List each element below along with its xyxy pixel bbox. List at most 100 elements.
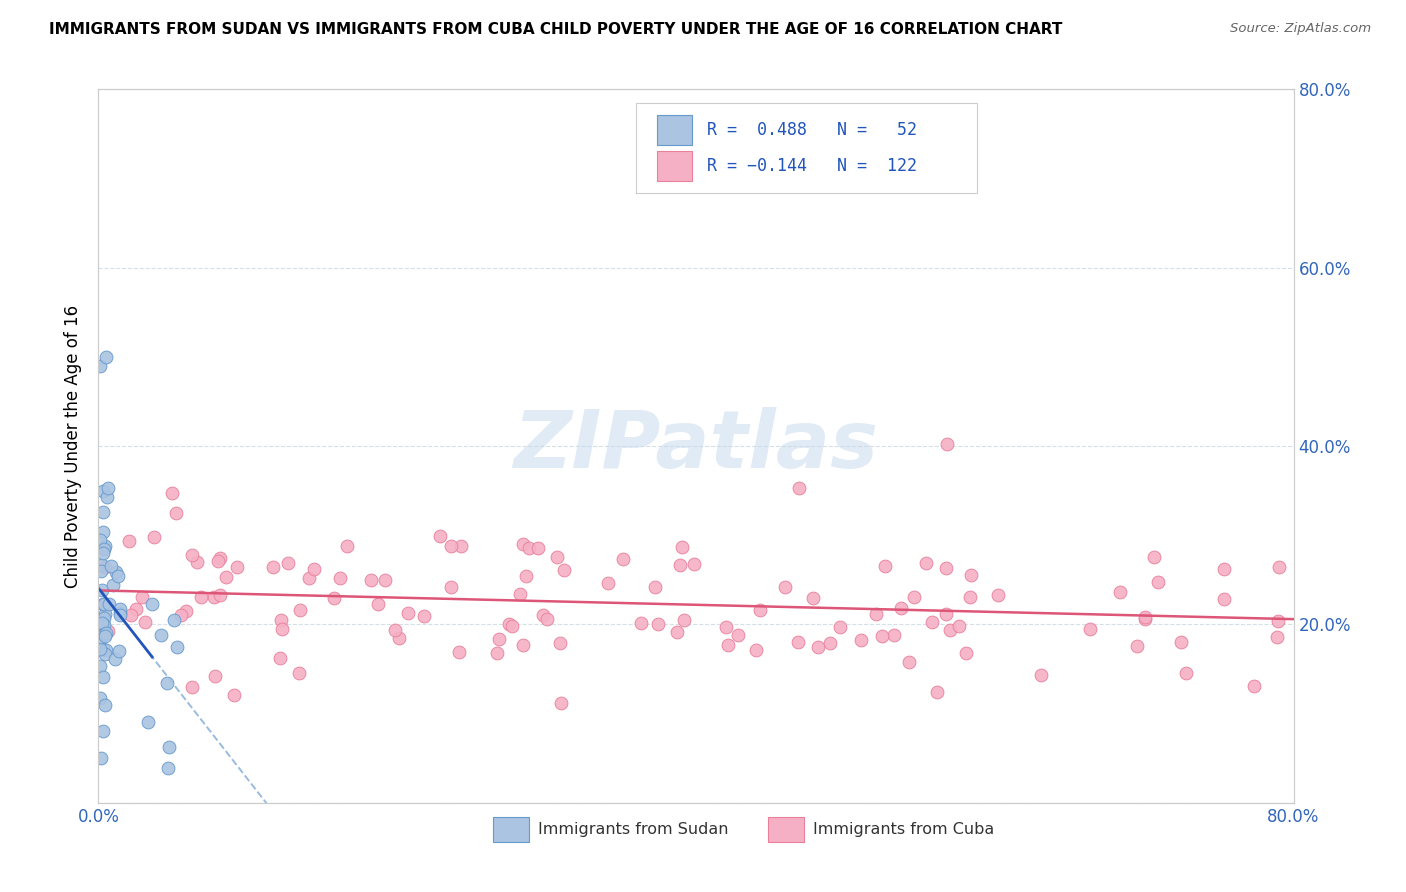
Point xyxy=(93,607,115,621)
Point xyxy=(209,588,232,602)
Point xyxy=(90,565,112,579)
Point xyxy=(329,571,352,585)
Point xyxy=(665,624,688,639)
Point xyxy=(207,554,229,568)
Text: R =  0.488   N =   52: R = 0.488 N = 52 xyxy=(707,121,917,139)
Point xyxy=(174,604,197,618)
Point xyxy=(388,631,411,645)
Point xyxy=(157,761,180,775)
Point xyxy=(143,530,166,544)
Point xyxy=(921,615,943,629)
Point xyxy=(959,568,981,582)
Point xyxy=(517,541,540,556)
Point xyxy=(91,724,114,739)
Point xyxy=(807,640,830,654)
Point xyxy=(157,740,180,755)
Point xyxy=(93,618,115,632)
Point xyxy=(1268,559,1291,574)
Point xyxy=(96,490,118,504)
Point xyxy=(190,590,212,604)
Text: Immigrants from Cuba: Immigrants from Cuba xyxy=(813,822,994,837)
Point xyxy=(209,551,232,566)
Point xyxy=(90,582,112,597)
Point xyxy=(512,537,534,551)
Point xyxy=(1135,612,1157,626)
Text: Immigrants from Sudan: Immigrants from Sudan xyxy=(538,822,728,837)
Point xyxy=(141,597,163,611)
Point xyxy=(775,580,797,594)
Point xyxy=(935,437,957,451)
Point xyxy=(90,615,112,630)
Point xyxy=(865,607,887,621)
Point xyxy=(290,602,312,616)
Point xyxy=(134,615,156,629)
Point xyxy=(131,591,153,605)
Text: Source: ZipAtlas.com: Source: ZipAtlas.com xyxy=(1230,22,1371,36)
Point xyxy=(801,591,824,605)
Text: ZIPatlas: ZIPatlas xyxy=(513,407,879,485)
Point xyxy=(270,614,292,628)
Point xyxy=(91,524,114,539)
Point xyxy=(786,635,808,649)
Point xyxy=(271,622,294,636)
FancyBboxPatch shape xyxy=(494,817,529,842)
Point xyxy=(360,573,382,587)
Point xyxy=(93,610,115,624)
Point xyxy=(224,688,246,702)
FancyBboxPatch shape xyxy=(768,817,804,842)
Point xyxy=(683,557,706,571)
Point xyxy=(598,576,620,591)
Point xyxy=(644,581,666,595)
Point xyxy=(90,751,112,765)
Point xyxy=(890,601,912,615)
Point xyxy=(498,617,520,632)
Point xyxy=(1143,550,1166,565)
Point xyxy=(94,540,117,554)
Point xyxy=(93,627,115,641)
Point xyxy=(550,696,572,710)
Point xyxy=(512,638,534,652)
Point xyxy=(91,504,114,518)
Point xyxy=(269,651,291,665)
Point xyxy=(987,588,1010,602)
Point xyxy=(125,602,148,616)
Point xyxy=(935,607,957,622)
Point xyxy=(100,558,122,573)
Point xyxy=(1174,666,1197,681)
Point xyxy=(91,670,114,684)
Point xyxy=(108,608,131,623)
Point xyxy=(440,539,463,553)
Point xyxy=(98,597,121,611)
Point xyxy=(515,568,537,582)
Point xyxy=(91,597,114,611)
Point xyxy=(413,608,436,623)
Point xyxy=(89,690,111,705)
Point xyxy=(870,630,893,644)
Point xyxy=(396,606,419,620)
Point xyxy=(202,590,225,604)
Point xyxy=(374,573,396,587)
Point xyxy=(89,533,111,547)
Point xyxy=(828,620,851,634)
Point xyxy=(548,635,571,649)
Point xyxy=(1108,585,1130,599)
Point xyxy=(939,623,962,637)
Point xyxy=(384,624,406,638)
Point xyxy=(91,558,114,572)
Point xyxy=(1080,622,1102,636)
Point xyxy=(89,359,111,373)
Point xyxy=(501,619,523,633)
Point xyxy=(1265,630,1288,644)
Point xyxy=(215,570,238,584)
Point xyxy=(526,541,548,555)
Point xyxy=(1031,667,1053,681)
Point xyxy=(150,628,173,642)
Point xyxy=(429,529,451,543)
Point xyxy=(93,597,115,611)
Point xyxy=(169,608,191,623)
Point xyxy=(612,551,634,566)
Point xyxy=(509,587,531,601)
Point xyxy=(90,630,112,644)
Point xyxy=(1146,575,1168,590)
Point xyxy=(671,540,693,554)
